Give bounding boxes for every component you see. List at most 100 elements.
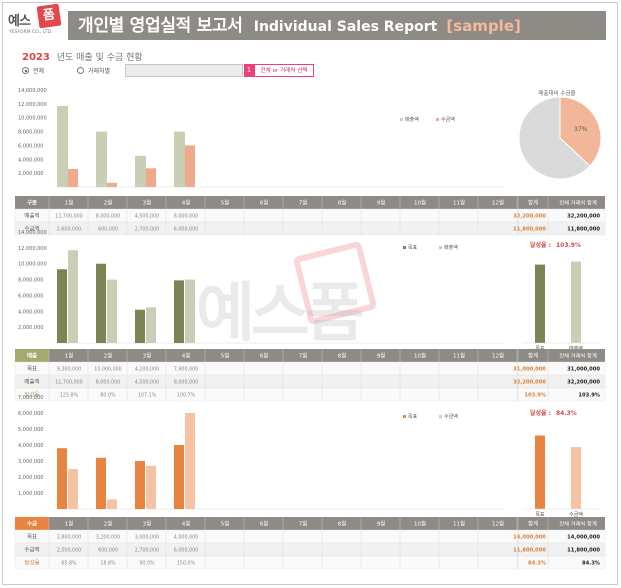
c1-ytick: 4,000,000 <box>18 157 43 163</box>
t2-month-header: 1월 <box>65 352 74 360</box>
logo-text: 예스 <box>8 14 31 29</box>
c2-legend-매출액: 매출액 <box>444 244 458 251</box>
radio-client[interactable]: 거래처별 <box>77 66 110 75</box>
pie-slice-label: 37% <box>574 126 588 133</box>
c3-legend-목표: 목표 <box>408 414 418 420</box>
t1-cell: 600,000 <box>98 227 118 233</box>
t3-month-header: 8월 <box>338 520 347 528</box>
title-english: Individual Sales Report <box>253 19 438 35</box>
t3-month-header: 11월 <box>453 520 465 528</box>
year-heading: 2023 년도 매출 및 수금 현황 <box>22 50 143 63</box>
c2-bar-목표 <box>174 280 184 343</box>
c3-ytick: 6,000,000 <box>18 411 43 417</box>
t1-month-header: 4월 <box>182 199 191 207</box>
c3-bar-수금액 <box>68 469 78 509</box>
c1-ytick: 12,000,000 <box>18 102 47 108</box>
t2-cell: 80.0% <box>100 393 116 399</box>
t1-cell: 2,600,000 <box>57 227 81 233</box>
t3-corner: 수금 <box>27 520 37 528</box>
c2-side-bar <box>571 261 581 343</box>
c3-side-bar <box>535 435 545 509</box>
t1-month-header: 8월 <box>338 199 347 207</box>
t2-month-header: 2월 <box>104 352 113 360</box>
t3-cell: 2,500,000 <box>57 548 81 554</box>
t1-header-row <box>15 196 605 209</box>
c1-bar-매출액 <box>96 131 107 187</box>
t3-cell: 6,000,000 <box>174 548 198 554</box>
c1-ytick: 6,000,000 <box>18 143 43 149</box>
t2-corner: 매출 <box>27 352 37 360</box>
c3-bar-수금액 <box>107 499 117 509</box>
t3-total-cell: 14,000,000 <box>513 535 546 541</box>
t1-cell: 4,500,000 <box>135 214 159 220</box>
pie-slice <box>559 96 602 167</box>
t2-month-header: 4월 <box>182 352 191 360</box>
c1-ytick: 14,000,000 <box>18 88 47 94</box>
t3-row <box>14 555 606 570</box>
t3-row-label: 수금액 <box>24 547 39 554</box>
c3-bar-목표 <box>174 445 184 509</box>
c1-bar-수금액 <box>107 182 117 187</box>
t2-month-header: 6월 <box>260 352 269 360</box>
t2-total-header: 합계 <box>528 352 538 360</box>
t1-total-cell: 32,200,000 <box>513 214 546 220</box>
radio-client-label: 거래처별 <box>88 68 111 75</box>
radio-all-dot[interactable] <box>22 67 29 74</box>
c3-ytick: 7,000,000 <box>18 395 43 401</box>
t3-cell: 3,800,000 <box>57 535 81 541</box>
t1-total-header: 합계 <box>528 199 538 207</box>
t3-cell: 3,000,000 <box>135 535 159 541</box>
t3-total-cell: 11,800,000 <box>513 548 546 554</box>
t3-row-label: 달성율 <box>24 559 39 567</box>
c2-ytick: 4,000,000 <box>18 309 43 315</box>
c2-legend-marker <box>439 246 442 249</box>
radio-client-dot[interactable] <box>77 67 84 74</box>
t2-cell: 4,500,000 <box>135 380 159 386</box>
title-bar: 개인별 영업실적 보고서 Individual Sales Report [sa… <box>68 11 606 40</box>
t3-month-header: 7월 <box>299 520 308 528</box>
c2-bar-매출액 <box>146 307 156 343</box>
c1-bar-수금액 <box>185 145 195 187</box>
c2-bar-매출액 <box>107 279 117 343</box>
radio-all[interactable]: 전체 <box>22 66 44 75</box>
pie-slice <box>518 96 591 180</box>
t2-corner-cell <box>15 349 49 362</box>
client-select-input[interactable] <box>125 64 243 77</box>
pie-title: 매출대비 수금율 <box>538 89 575 97</box>
t3-cell: 150.0% <box>177 561 196 567</box>
t3-month-header: 9월 <box>377 520 386 528</box>
t1-month-header: 9월 <box>377 199 386 207</box>
t2-cell: 100.7% <box>177 393 196 399</box>
t2-month-header: 5월 <box>221 352 230 360</box>
t3-total-header: 합계 <box>528 520 538 528</box>
t3-cell: 600,000 <box>98 548 118 554</box>
t1-month-header: 3월 <box>143 199 152 207</box>
client-select-hint: 전체 or 거래처 선택 <box>254 64 314 77</box>
c3-ytick: 5,000,000 <box>18 427 43 433</box>
c2-ytick: 2,000,000 <box>18 325 43 331</box>
t3-all-cell: 14,000,000 <box>567 535 600 541</box>
year-value[interactable]: 2023 <box>22 52 50 63</box>
c3-rate-label: 달성율 : <box>530 409 551 417</box>
t2-row-label: 목표 <box>27 366 37 373</box>
t3-cell: 65.8% <box>61 561 77 567</box>
t2-month-header: 10월 <box>414 352 426 360</box>
t2-month-header: 3월 <box>143 352 152 360</box>
c1-bar-수금액 <box>68 168 78 187</box>
t1-cell: 8,000,000 <box>174 214 198 220</box>
t1-all-cell: 32,200,000 <box>567 214 600 220</box>
c2-bar-매출액 <box>68 250 78 343</box>
t3-cell: 18.8% <box>100 561 116 567</box>
c1-ytick: 10,000,000 <box>18 116 47 122</box>
t2-all-header: 전체 거래처 합계 <box>559 352 597 360</box>
t1-month-header: 12월 <box>492 199 504 207</box>
t1-cell: 2,700,000 <box>135 227 159 233</box>
t2-row-label: 달성율 <box>24 391 39 399</box>
t1-cell: 6,000,000 <box>174 227 198 233</box>
t1-corner-cell <box>15 196 49 209</box>
t3-month-header: 6월 <box>260 520 269 528</box>
c3-bar-목표 <box>57 448 67 509</box>
c2-rate-value: 103.9% <box>556 242 581 249</box>
watermark-text: 예스폼 <box>196 277 365 351</box>
